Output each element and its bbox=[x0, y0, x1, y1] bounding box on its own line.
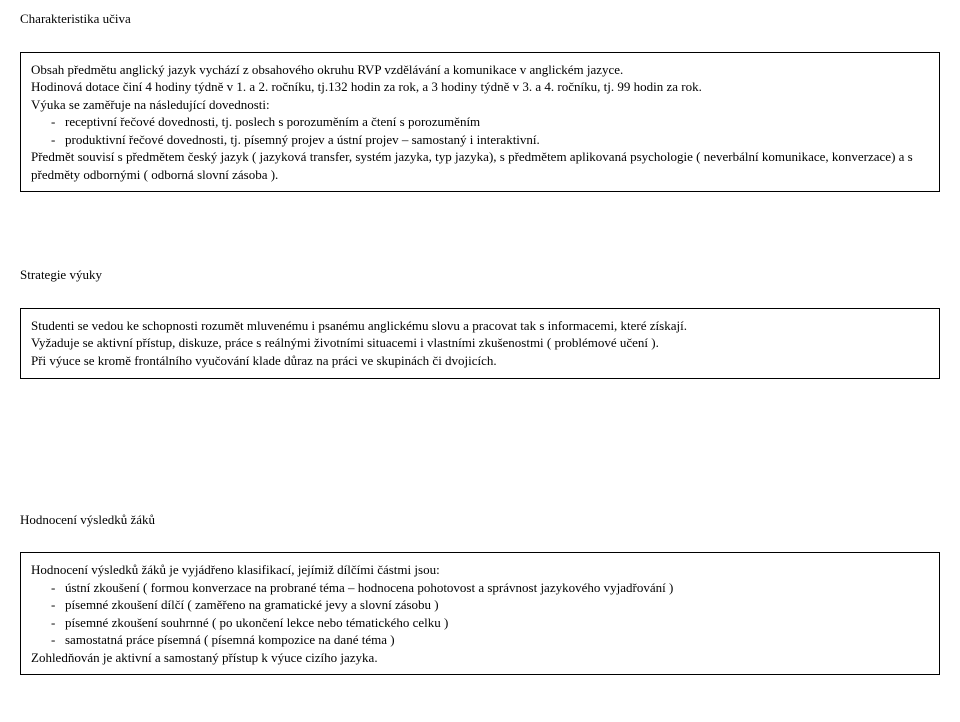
section-title-strategy: Strategie výuky bbox=[20, 266, 940, 284]
paragraph: Hodinová dotace činí 4 hodiny týdně v 1.… bbox=[31, 78, 929, 96]
section-title-characteristics: Charakteristika učiva bbox=[20, 10, 940, 28]
paragraph: Studenti se vedou ke schopnosti rozumět … bbox=[31, 317, 929, 335]
paragraph: Výuka se zaměřuje na následující dovedno… bbox=[31, 96, 929, 114]
list-item: písemné zkoušení dílčí ( zaměřeno na gra… bbox=[65, 596, 929, 614]
bullet-list: ústní zkoušení ( formou konverzace na pr… bbox=[31, 579, 929, 649]
list-item: písemné zkoušení souhrnné ( po ukončení … bbox=[65, 614, 929, 632]
box-evaluation: Hodnocení výsledků žáků je vyjádřeno kla… bbox=[20, 552, 940, 675]
box-strategy: Studenti se vedou ke schopnosti rozumět … bbox=[20, 308, 940, 379]
paragraph: Zohledňován je aktivní a samostaný příst… bbox=[31, 649, 929, 667]
paragraph: Hodnocení výsledků žáků je vyjádřeno kla… bbox=[31, 561, 929, 579]
section-title-evaluation: Hodnocení výsledků žáků bbox=[20, 511, 940, 529]
list-item: produktivní řečové dovednosti, tj. písem… bbox=[65, 131, 929, 149]
list-item: samostatná práce písemná ( písemná kompo… bbox=[65, 631, 929, 649]
paragraph: Předmět souvisí s předmětem český jazyk … bbox=[31, 148, 929, 183]
list-item: ústní zkoušení ( formou konverzace na pr… bbox=[65, 579, 929, 597]
paragraph: Vyžaduje se aktivní přístup, diskuze, pr… bbox=[31, 334, 929, 352]
list-item: receptivní řečové dovednosti, tj. poslec… bbox=[65, 113, 929, 131]
bullet-list: receptivní řečové dovednosti, tj. poslec… bbox=[31, 113, 929, 148]
paragraph: Obsah předmětu anglický jazyk vychází z … bbox=[31, 61, 929, 79]
box-characteristics: Obsah předmětu anglický jazyk vychází z … bbox=[20, 52, 940, 193]
paragraph: Při výuce se kromě frontálního vyučování… bbox=[31, 352, 929, 370]
